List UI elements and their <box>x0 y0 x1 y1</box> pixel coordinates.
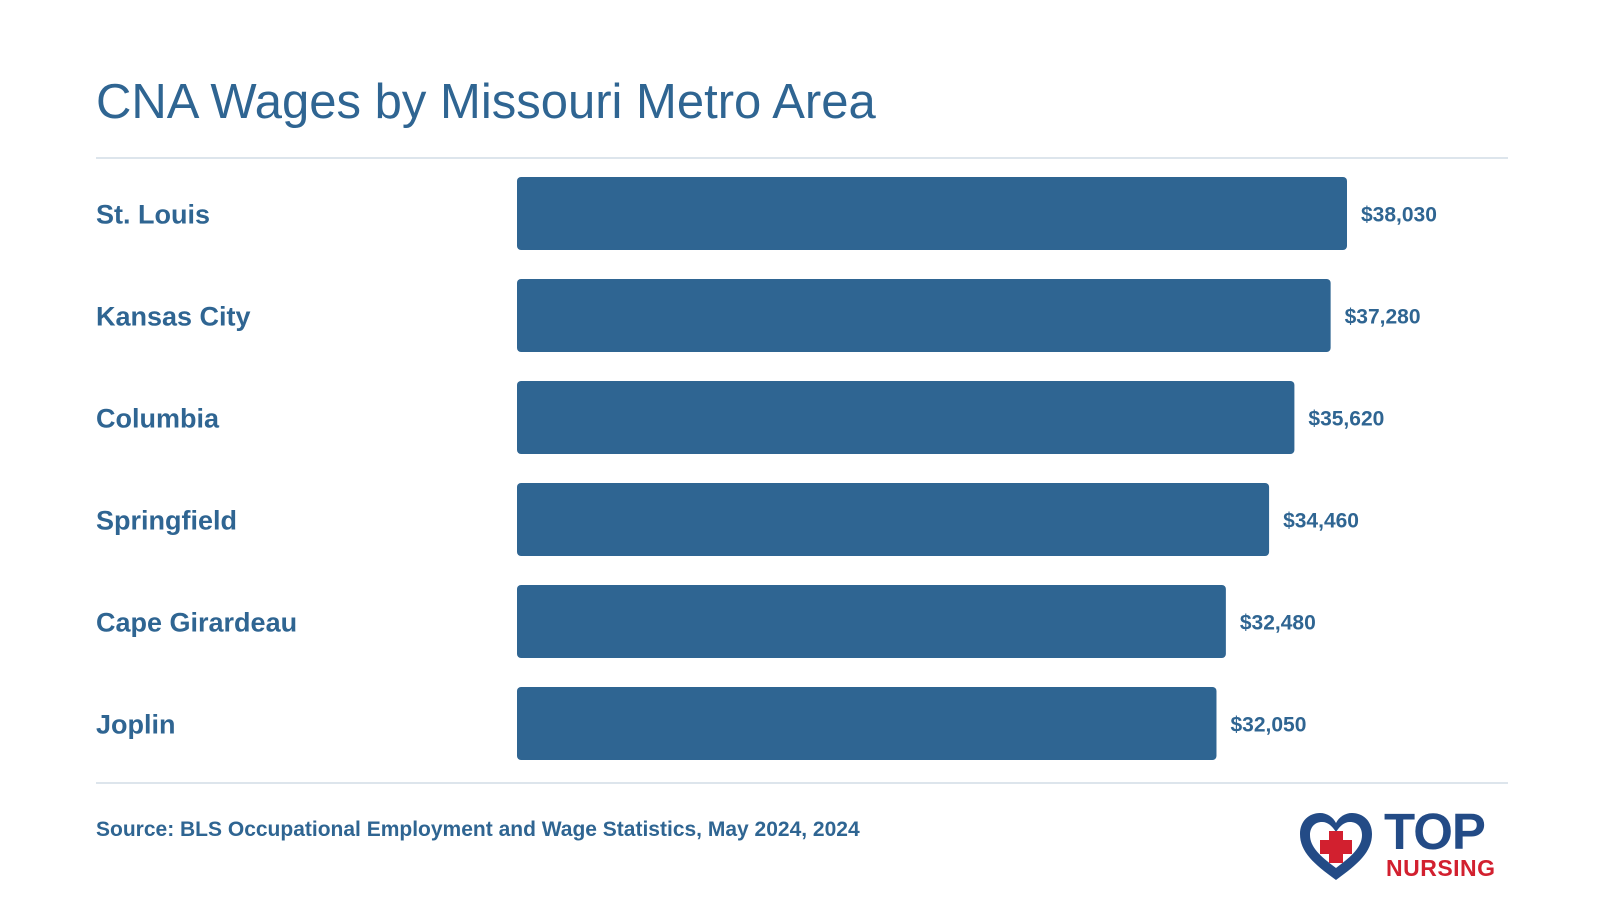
top-nursing-logo: TOP NURSING <box>1296 806 1516 886</box>
value-label-cape-girardeau: $32,480 <box>1240 612 1316 635</box>
bar-st-louis <box>517 177 1347 250</box>
bar-springfield <box>517 483 1270 556</box>
value-label-columbia: $35,620 <box>1308 408 1384 431</box>
value-label-kansas-city: $37,280 <box>1345 306 1421 329</box>
bar-columbia <box>517 381 1295 454</box>
bar-joplin <box>517 687 1217 760</box>
bar-kansas-city <box>517 279 1331 352</box>
bottom-divider <box>96 782 1508 784</box>
category-label-kansas-city: Kansas City <box>96 302 251 332</box>
value-label-joplin: $32,050 <box>1230 714 1306 737</box>
category-label-springfield: Springfield <box>96 506 237 536</box>
top-divider <box>96 157 1508 159</box>
logo-wordmark-top: TOP <box>1384 803 1486 860</box>
source-note: Source: BLS Occupational Employment and … <box>96 818 860 841</box>
category-label-st-louis: St. Louis <box>96 200 210 230</box>
value-label-st-louis: $38,030 <box>1361 204 1437 227</box>
chart-title: CNA Wages by Missouri Metro Area <box>96 75 876 129</box>
category-label-joplin: Joplin <box>96 710 176 740</box>
heart-cross-icon <box>1300 813 1372 880</box>
bar-cape-girardeau <box>517 585 1226 658</box>
category-label-cape-girardeau: Cape Girardeau <box>96 608 297 638</box>
value-label-springfield: $34,460 <box>1283 510 1359 533</box>
logo-wordmark-nursing: NURSING <box>1386 855 1496 881</box>
category-label-columbia: Columbia <box>96 404 220 434</box>
